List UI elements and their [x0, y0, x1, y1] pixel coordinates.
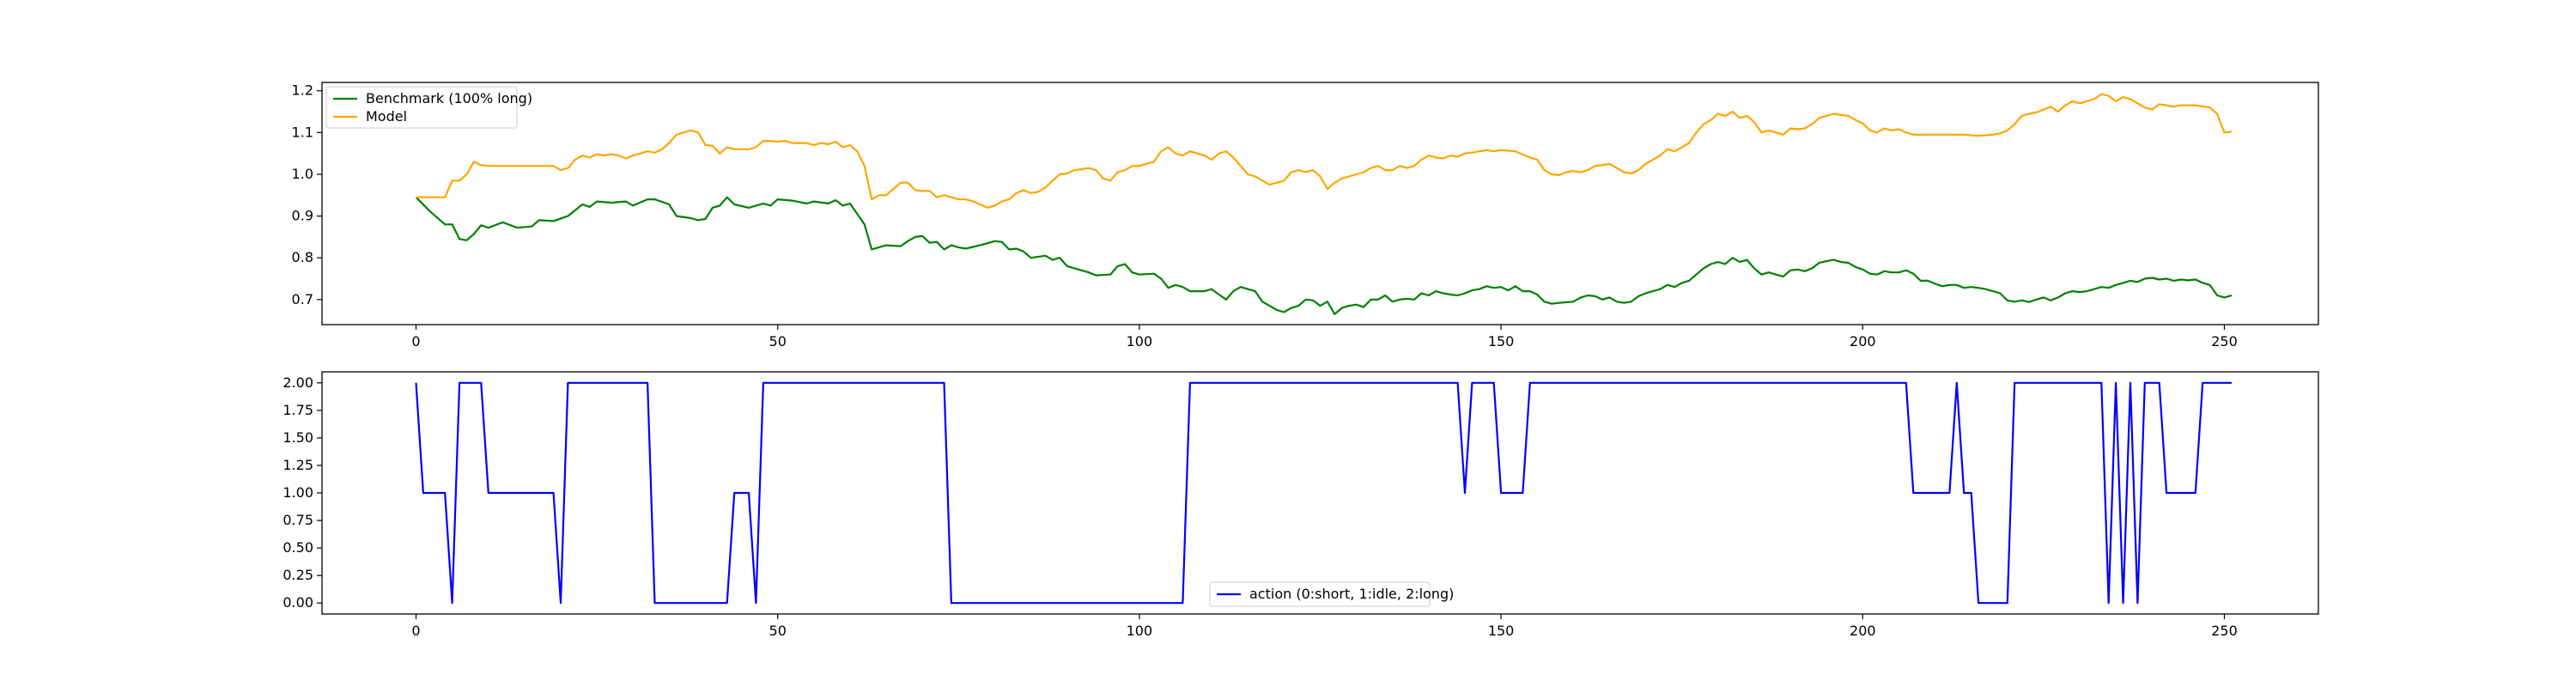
- top-chart-frame: [321, 82, 2319, 325]
- x-tick-label: 250: [2211, 333, 2238, 350]
- bottom-chart-legend: action (0:short, 1:idle, 2:long): [1209, 581, 1454, 607]
- y-tick-label: 1.00: [283, 484, 313, 501]
- y-tick-label: 0.50: [283, 539, 313, 556]
- y-tick-label: 0.00: [283, 594, 313, 611]
- top-chart-legend: Benchmark (100% long) Model: [325, 86, 532, 129]
- x-tick-label: 50: [769, 623, 787, 639]
- legend-label-model: Model: [366, 108, 407, 125]
- y-tick-label: 0.25: [283, 567, 313, 583]
- legend-label-benchmark: Benchmark (100% long): [366, 90, 532, 106]
- x-tick-label: 150: [1488, 333, 1515, 350]
- bottom-chart: 0 50 100 150 200 250 0.00 0.25 0.50 0.75 1.00 1.25 1…: [283, 371, 2319, 639]
- series-line-benchmark-100-long: [415, 196, 2233, 315]
- x-tick-label: 0: [411, 333, 420, 350]
- y-tick-label: 0.7: [292, 291, 313, 307]
- top-chart-series: [415, 93, 2233, 315]
- top-chart-axes: 0 50 100 150 200 250 0.7 0.8 0.9 1.0 1.1 1.2: [292, 82, 2238, 350]
- x-tick-label: 200: [1850, 623, 1876, 639]
- y-tick-label: 2.00: [283, 374, 313, 391]
- y-tick-label: 1.2: [292, 82, 313, 99]
- bottom-chart-frame: [321, 371, 2319, 615]
- top-legend-box: [325, 86, 518, 129]
- x-tick-label: 100: [1127, 333, 1153, 350]
- y-tick-label: 1.1: [292, 124, 313, 140]
- series-line-action-0-short-1-idle-2-long: [415, 381, 2232, 605]
- x-tick-label: 250: [2211, 623, 2238, 639]
- y-tick-label: 1.0: [292, 166, 313, 182]
- bottom-legend-box: [1209, 581, 1431, 607]
- y-tick-label: 0.8: [292, 249, 313, 265]
- legend-label-action: action (0:short, 1:idle, 2:long): [1249, 586, 1454, 602]
- bottom-chart-series: [415, 381, 2232, 605]
- y-tick-label: 0.9: [292, 208, 313, 224]
- x-tick-label: 0: [411, 623, 420, 639]
- x-tick-label: 100: [1127, 623, 1153, 639]
- x-tick-label: 50: [769, 333, 787, 350]
- y-tick-label: 1.25: [283, 457, 313, 473]
- y-tick-label: 1.50: [283, 429, 313, 446]
- x-tick-label: 200: [1850, 333, 1876, 350]
- y-tick-label: 0.75: [283, 512, 313, 528]
- bottom-chart-axes: 0 50 100 150 200 250 0.00 0.25 0.50 0.75 1.00 1.25 1…: [283, 374, 2237, 639]
- x-tick-label: 150: [1488, 623, 1515, 639]
- series-line-model: [416, 93, 2233, 209]
- top-chart: 0 50 100 150 200 250 0.7 0.8 0.9 1.0 1.1 1.2 Benchm…: [292, 82, 2319, 350]
- y-tick-label: 1.75: [283, 402, 313, 418]
